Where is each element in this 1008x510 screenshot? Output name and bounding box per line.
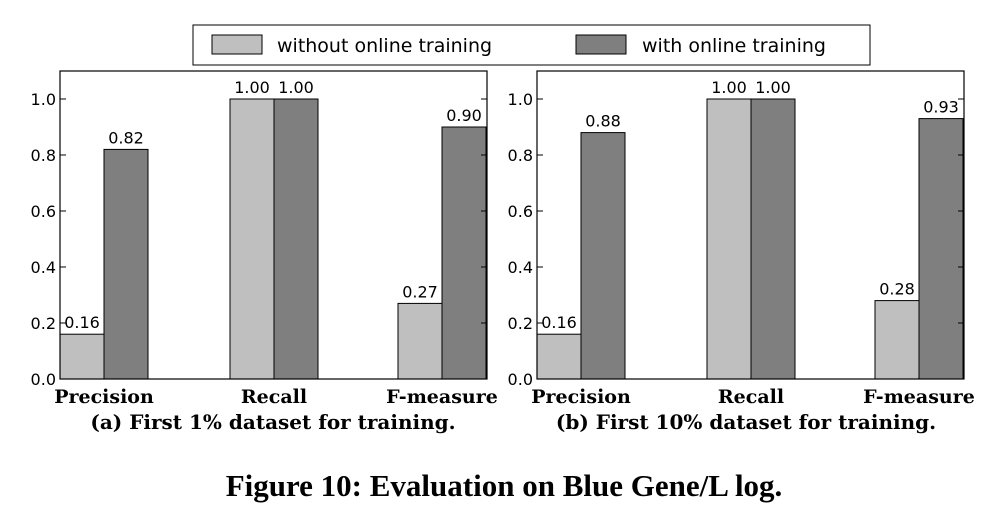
y-tick-label: 1.0 bbox=[508, 90, 533, 109]
category-label-recall: Recall bbox=[718, 386, 784, 408]
bar-b-precision-with bbox=[580, 132, 626, 380]
bar-value-label: 0.28 bbox=[879, 280, 915, 299]
bar-value-label: 1.00 bbox=[711, 78, 747, 97]
bar-a-precision-without bbox=[59, 333, 105, 380]
bar-a-recall-without bbox=[229, 98, 275, 380]
legend-swatch-without bbox=[211, 34, 263, 55]
bar-value-label: 0.27 bbox=[402, 282, 438, 301]
y-tick-label: 0.0 bbox=[31, 370, 56, 389]
legend-frame bbox=[192, 24, 871, 66]
bar-value-label: 0.93 bbox=[923, 98, 959, 117]
y-tick-label: 0.2 bbox=[508, 314, 533, 333]
chart-panel-a: (a) First 1% dataset for training. 0.16 0… bbox=[31, 70, 498, 434]
category-label-precision: Precision bbox=[531, 386, 631, 408]
caption-b: (b) First 10% dataset for training. bbox=[556, 410, 936, 434]
category-label-f-measure: F-measure bbox=[386, 386, 498, 408]
legend-label-without: without online training bbox=[277, 35, 492, 57]
caption-a: (a) First 1% dataset for training. bbox=[90, 410, 455, 434]
legend-label-with: with online training bbox=[642, 35, 826, 57]
category-label-recall: Recall bbox=[241, 386, 307, 408]
plot-frame bbox=[536, 70, 965, 380]
y-tick-label: 0.2 bbox=[31, 314, 56, 333]
bar-value-label: 0.82 bbox=[108, 128, 144, 147]
bar-a-f-measure-without bbox=[397, 302, 443, 380]
bar-a-precision-with bbox=[103, 148, 149, 380]
y-tick-label: 0.8 bbox=[31, 146, 56, 165]
bar-value-label: 1.00 bbox=[234, 78, 270, 97]
bar-value-label: 1.00 bbox=[278, 78, 314, 97]
bar-b-recall-with bbox=[750, 98, 796, 380]
y-tick-label: 0.8 bbox=[508, 146, 533, 165]
y-tick-label: 0.6 bbox=[508, 202, 533, 221]
bar-value-label: 0.88 bbox=[585, 112, 621, 131]
bar-b-f-measure-with bbox=[918, 118, 964, 380]
y-tick-label: 0.6 bbox=[31, 202, 56, 221]
bar-b-precision-without bbox=[536, 333, 582, 380]
plot-frame bbox=[59, 70, 488, 380]
category-label-precision: Precision bbox=[54, 386, 154, 408]
legend-swatch-with bbox=[575, 34, 627, 55]
y-tick-label: 1.0 bbox=[31, 90, 56, 109]
legend: without online training with online trai… bbox=[192, 24, 871, 66]
category-label-f-measure: F-measure bbox=[863, 386, 975, 408]
y-tick-label: 0.4 bbox=[508, 258, 533, 277]
bar-b-f-measure-without bbox=[874, 300, 920, 380]
y-tick-label: 0.0 bbox=[508, 370, 533, 389]
figure-caption: Figure 10: Evaluation on Blue Gene/L log… bbox=[226, 468, 783, 503]
bar-value-label: 0.16 bbox=[64, 313, 100, 332]
bar-value-label: 1.00 bbox=[755, 78, 791, 97]
chart-panel-b: (b) First 10% dataset for training. 0.16… bbox=[508, 70, 975, 434]
bar-b-recall-without bbox=[706, 98, 752, 380]
bar-a-f-measure-with bbox=[441, 126, 487, 380]
bar-value-label: 0.90 bbox=[446, 106, 482, 125]
bar-a-recall-with bbox=[273, 98, 319, 380]
y-tick-label: 0.4 bbox=[31, 258, 56, 277]
bar-value-label: 0.16 bbox=[541, 313, 577, 332]
